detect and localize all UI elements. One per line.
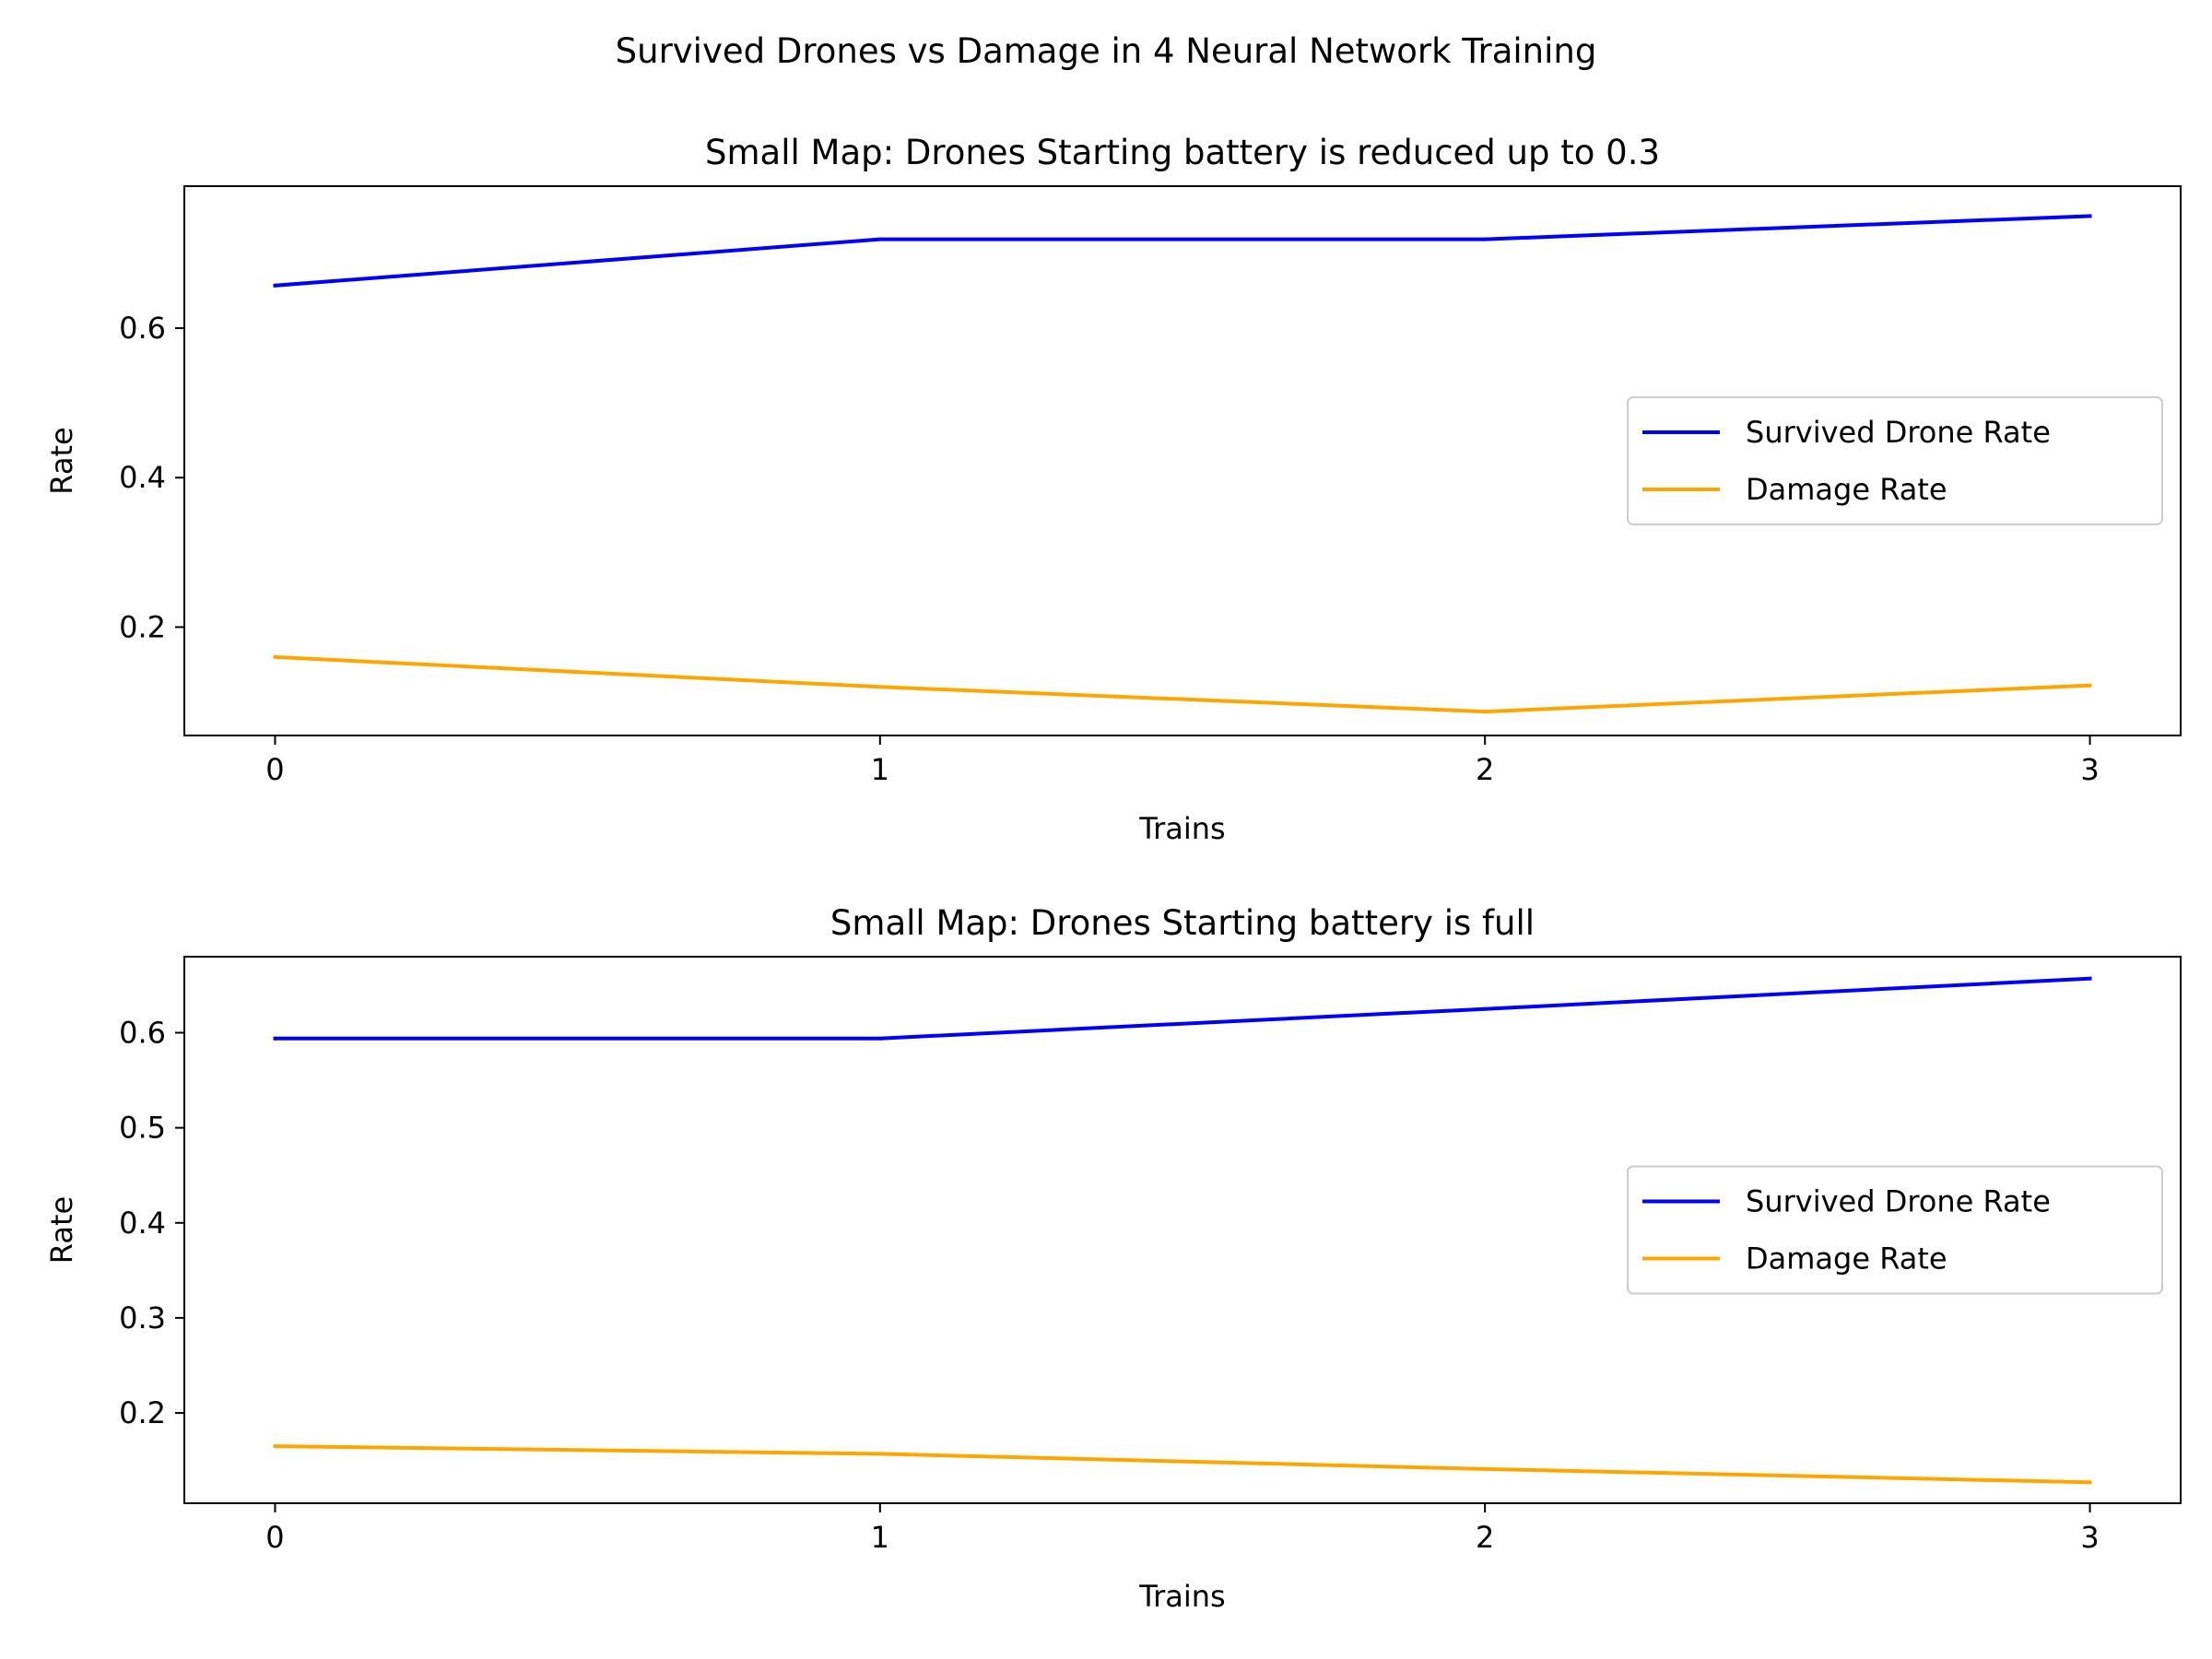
chart-2-series-1-point-2 — [877, 1036, 882, 1041]
chart-1-xtick-label-1: 0 — [265, 752, 284, 787]
chart-1-series-2-line — [273, 654, 2092, 714]
chart-1-series-2-point-4 — [2088, 683, 2092, 688]
chart-1-legend-2-label: Damage Rate — [1746, 472, 1947, 507]
chart-1-xlabel: Trains — [1138, 811, 1225, 846]
chart-2-series-2-point-3 — [1483, 1466, 1488, 1471]
chart-1-legend-box — [1627, 396, 2163, 525]
chart-2-xlabel: Trains — [1138, 1579, 1225, 1614]
chart-2-series-1-point-3 — [1483, 1006, 1488, 1011]
chart-2-series-2-point-4 — [2088, 1480, 2092, 1485]
chart-1-title: Small Map: Drones Starting battery is re… — [705, 133, 1660, 172]
chart-2-ytick-label-2: 0.3 — [119, 1300, 166, 1335]
chart-2-series-2-point-1 — [273, 1444, 277, 1449]
chart-2-xtick-label-1: 0 — [265, 1520, 284, 1555]
chart-2-xtick-label-4: 3 — [2080, 1520, 2099, 1555]
chart-1-ytick-label-1: 0.2 — [119, 609, 166, 644]
chart-2-axes-frame — [183, 956, 2182, 1504]
chart-2-ytick-label-1: 0.2 — [119, 1395, 166, 1430]
chart-1-ytick-label-2: 0.4 — [119, 460, 166, 495]
chart-2-series-1-line — [273, 976, 2092, 1041]
chart-1-series-1-point-4 — [2088, 214, 2092, 218]
chart-1-xtick-label-2: 1 — [871, 752, 889, 787]
chart-1-xtick-label-4: 3 — [2080, 752, 2099, 787]
chart-1-ylabel: Rate — [44, 427, 79, 494]
chart-2-series-1-point-4 — [2088, 976, 2092, 981]
chart-1-series-1-point-1 — [273, 283, 277, 288]
chart-2-legend-1-label: Survived Drone Rate — [1746, 1184, 2051, 1219]
chart-2-ytick-label-4: 0.5 — [119, 1111, 166, 1146]
chart-2-series-1-point-1 — [273, 1036, 277, 1041]
chart-1-series-1-line — [273, 214, 2092, 288]
chart-2-title: Small Map: Drones Starting battery is fu… — [830, 903, 1535, 943]
chart-2-xtick-label-2: 1 — [871, 1520, 889, 1555]
chart-1-axes-frame — [183, 185, 2182, 736]
chart-1-series-1-point-3 — [1483, 237, 1488, 241]
chart-1-ytick-label-3: 0.6 — [119, 311, 166, 346]
chart-2-series-2-point-2 — [877, 1452, 882, 1456]
chart-1-series-2-point-2 — [877, 685, 882, 689]
chart-2-legend-box — [1627, 1165, 2163, 1295]
chart-1-series-1-point-2 — [877, 237, 882, 241]
chart-1-xtick-label-3: 2 — [1476, 752, 1494, 787]
figure-suptitle: Survived Drones vs Damage in 4 Neural Ne… — [616, 31, 1597, 71]
chart-2-legend-2-label: Damage Rate — [1746, 1241, 1947, 1277]
chart-1-series-2-point-3 — [1483, 710, 1488, 714]
chart-2-ytick-label-3: 0.4 — [119, 1206, 166, 1241]
chart-1-series-2-point-1 — [273, 654, 277, 659]
chart-1-legend-1-label: Survived Drone Rate — [1746, 415, 2051, 450]
chart-2-xtick-label-3: 2 — [1476, 1520, 1494, 1555]
chart-2-ytick-label-5: 0.6 — [119, 1016, 166, 1051]
chart-2-series-2-line — [273, 1444, 2092, 1485]
chart-2-ylabel: Rate — [44, 1196, 79, 1264]
